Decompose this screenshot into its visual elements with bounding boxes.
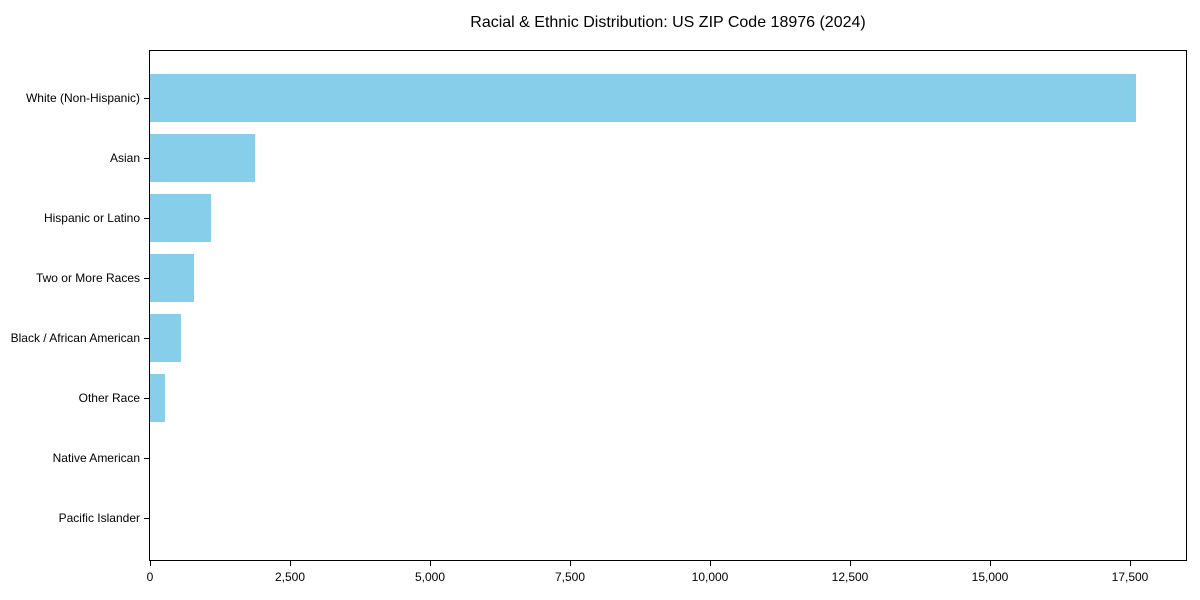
y-tick-label: Hispanic or Latino bbox=[43, 211, 140, 225]
y-tick-label: Two or More Races bbox=[35, 271, 140, 285]
bar-row: Asian bbox=[110, 128, 1186, 188]
x-axis-ticks: 0 2,500 5,000 7,500 10,000 12,500 15,000 17,500 bbox=[146, 561, 1186, 593]
bar bbox=[150, 134, 255, 182]
y-tick-label: Black / African American bbox=[10, 331, 140, 345]
x-tick-label: 17,500 bbox=[1111, 570, 1149, 584]
y-tick-mark bbox=[144, 458, 149, 459]
x-tick-label: 12,500 bbox=[831, 570, 869, 584]
bar-row: White (Non-Hispanic) bbox=[26, 68, 1186, 128]
y-tick-label: Native American bbox=[52, 451, 140, 465]
x-tick-label: 5,000 bbox=[414, 570, 446, 584]
x-tick-mark bbox=[990, 561, 991, 566]
x-tick-mark bbox=[1130, 561, 1131, 566]
y-tick-label: Asian bbox=[109, 151, 140, 165]
x-tick-mark bbox=[430, 561, 431, 566]
x-tick-label: 15,000 bbox=[971, 570, 1009, 584]
chart-title: Racial & Ethnic Distribution: US ZIP Cod… bbox=[470, 14, 866, 31]
bar-row: Pacific Islander bbox=[59, 488, 1186, 548]
bar bbox=[150, 194, 212, 242]
bar bbox=[150, 314, 181, 362]
x-tick-label: 7,500 bbox=[554, 570, 586, 584]
x-tick-label: 0 bbox=[146, 570, 154, 584]
bar-row: Other Race bbox=[79, 368, 1186, 428]
x-tick-mark bbox=[150, 561, 151, 566]
y-tick-label: White (Non-Hispanic) bbox=[25, 91, 140, 105]
x-tick-mark bbox=[290, 561, 291, 566]
y-tick-mark bbox=[144, 518, 149, 519]
y-tick-mark bbox=[144, 278, 149, 279]
x-tick-label: 2,500 bbox=[274, 570, 306, 584]
y-tick-mark bbox=[144, 98, 149, 99]
bar-row: Two or More Races bbox=[36, 248, 1186, 308]
y-tick-label: Pacific Islander bbox=[58, 511, 140, 525]
bar bbox=[150, 374, 166, 422]
bar-row: Black / African American bbox=[11, 308, 1186, 368]
plot-rows: White (Non-Hispanic) Asian Hispanic or Lat… bbox=[11, 51, 1186, 560]
plot-area: White (Non-Hispanic) Asian Hispanic or Lat… bbox=[11, 50, 1187, 561]
y-tick-mark bbox=[144, 338, 149, 339]
bar-row: Hispanic or Latino bbox=[44, 188, 1186, 248]
y-tick-mark bbox=[144, 398, 149, 399]
x-tick-mark bbox=[710, 561, 711, 566]
x-tick-mark bbox=[850, 561, 851, 566]
bar bbox=[150, 74, 1136, 122]
bar bbox=[150, 254, 194, 302]
y-tick-mark bbox=[144, 218, 149, 219]
y-tick-mark bbox=[144, 158, 149, 159]
bar-row: Native American bbox=[53, 428, 1186, 488]
x-tick-label: 10,000 bbox=[691, 570, 729, 584]
x-tick-mark bbox=[570, 561, 571, 566]
y-tick-label: Other Race bbox=[78, 391, 140, 405]
